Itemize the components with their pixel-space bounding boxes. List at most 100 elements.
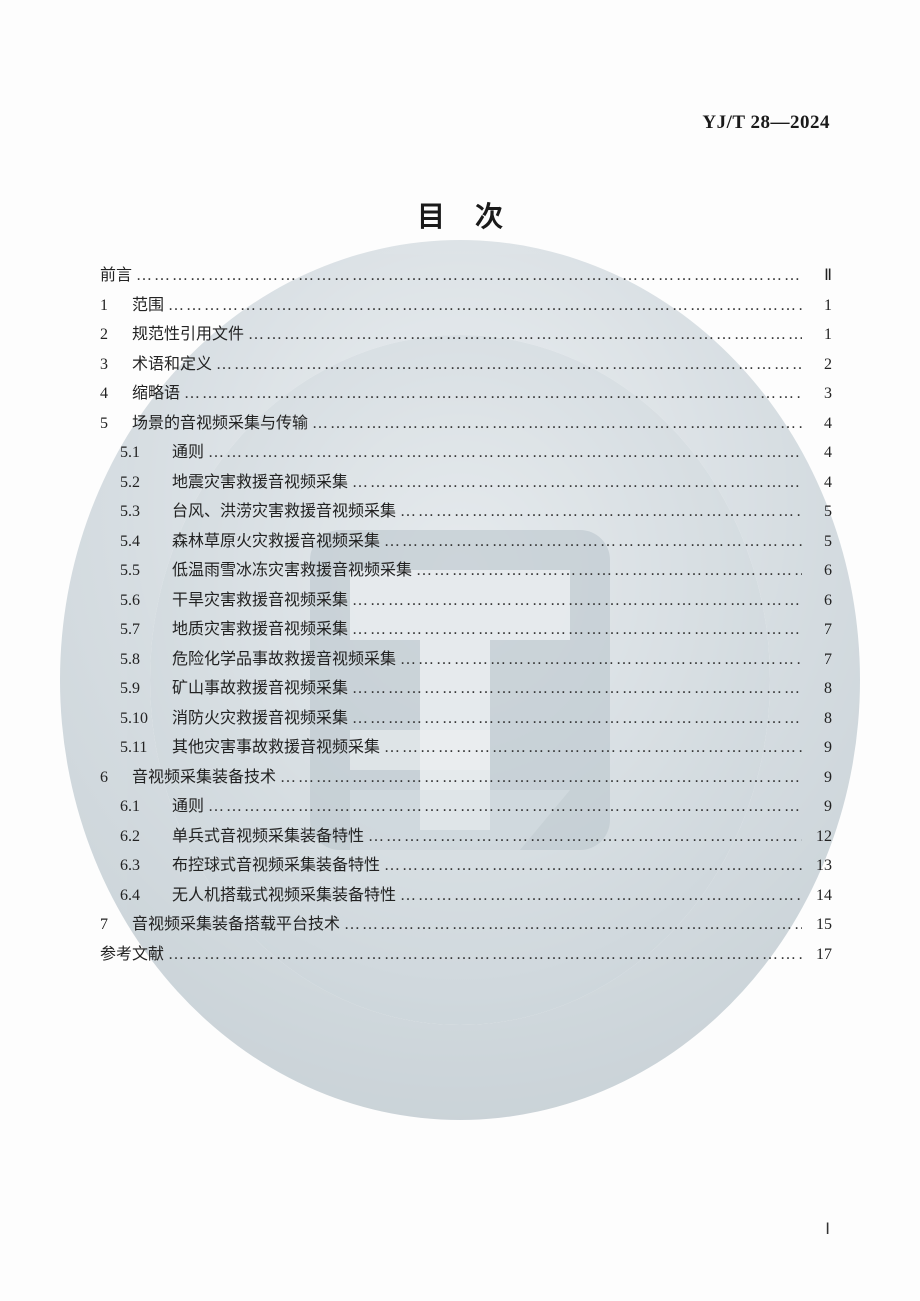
toc-entry-number: 5.9 — [120, 681, 172, 697]
toc-entry-number: 5.7 — [120, 622, 172, 638]
toc-entry: 6音视频采集装备技术 9 — [100, 770, 832, 788]
toc-leader-dots — [352, 622, 802, 638]
toc-entry-title: 通则 — [172, 445, 208, 461]
toc-leader-dots — [400, 652, 802, 668]
toc-entry-number: 5.3 — [120, 504, 172, 520]
toc-entry-page: 1 — [802, 327, 832, 343]
toc-entry-page: 3 — [802, 386, 832, 402]
toc-entry-page: 2 — [802, 357, 832, 373]
toc-entry: 6.1通则 9 — [100, 799, 832, 817]
toc-leader-dots — [384, 740, 802, 756]
toc-entry: 5.8危险化学品事故救援音视频采集7 — [100, 652, 832, 670]
toc-entry-title: 缩略语 — [132, 386, 184, 402]
toc-entry-page: 9 — [802, 770, 832, 786]
toc-entry-page: 13 — [802, 858, 832, 874]
standard-code: YJ/T 28—2024 — [702, 112, 830, 134]
toc-entry-title: 无人机搭载式视频采集装备特性 — [172, 888, 400, 904]
toc-entry-number: 5.6 — [120, 593, 172, 609]
toc-entry-number: 5 — [100, 416, 132, 432]
toc-entry-title: 布控球式音视频采集装备特性 — [172, 858, 384, 874]
toc-entry-title: 音视频采集装备技术 — [132, 770, 280, 786]
toc-entry-title: 前言 — [100, 268, 136, 284]
toc-entry-page: 9 — [802, 740, 832, 756]
toc-entry: 5.3台风、洪涝灾害救援音视频采集5 — [100, 504, 832, 522]
toc-entry: 5.9矿山事故救援音视频采集 8 — [100, 681, 832, 699]
toc-entry-number: 5.1 — [120, 445, 172, 461]
toc-entry: 4缩略语 3 — [100, 386, 832, 404]
toc-leader-dots — [352, 593, 802, 609]
toc-entry-number: 5.10 — [120, 711, 172, 727]
toc-entry-title: 参考文献 — [100, 947, 168, 963]
toc-entry-page: 4 — [802, 475, 832, 491]
toc-entry-number: 1 — [100, 298, 132, 314]
toc-entry-number: 6.3 — [120, 858, 172, 874]
table-of-contents: 前言Ⅱ1范围12规范性引用文件13术语和定义24缩略语35场景的音视频采集与传输… — [100, 268, 832, 976]
toc-entry-page: 15 — [802, 917, 832, 933]
toc-entry-page: 6 — [802, 563, 832, 579]
toc-entry: 5.4森林草原火灾救援音视频采集5 — [100, 534, 832, 552]
toc-entry: 5场景的音视频采集与传输 4 — [100, 416, 832, 434]
toc-leader-dots — [416, 563, 802, 579]
toc-entry-page: 12 — [802, 829, 832, 845]
toc-leader-dots — [384, 858, 802, 874]
toc-leader-dots — [312, 416, 802, 432]
toc-entry-page: 17 — [802, 947, 832, 963]
toc-entry: 参考文献 17 — [100, 947, 832, 965]
toc-entry: 前言Ⅱ — [100, 268, 832, 286]
toc-leader-dots — [352, 681, 802, 697]
toc-leader-dots — [168, 298, 802, 314]
toc-entry-title: 场景的音视频采集与传输 — [132, 416, 312, 432]
toc-entry-page: 4 — [802, 416, 832, 432]
toc-entry-title: 台风、洪涝灾害救援音视频采集 — [172, 504, 400, 520]
toc-leader-dots — [216, 357, 802, 373]
toc-leader-dots — [352, 475, 802, 491]
toc-entry-title: 规范性引用文件 — [132, 327, 248, 343]
toc-entry-number: 4 — [100, 386, 132, 402]
toc-entry: 5.6干旱灾害救援音视频采集6 — [100, 593, 832, 611]
toc-entry: 3术语和定义2 — [100, 357, 832, 375]
toc-entry-number: 6.1 — [120, 799, 172, 815]
toc-entry-title: 音视频采集装备搭载平台技术 — [132, 917, 344, 933]
toc-entry-page: 4 — [802, 445, 832, 461]
toc-entry-page: 9 — [802, 799, 832, 815]
toc-entry: 2规范性引用文件 1 — [100, 327, 832, 345]
toc-entry-page: 8 — [802, 681, 832, 697]
toc-entry-page: 7 — [802, 652, 832, 668]
toc-entry-title: 通则 — [172, 799, 208, 815]
toc-entry-title: 低温雨雪冰冻灾害救援音视频采集 — [172, 563, 416, 579]
toc-entry: 6.4无人机搭载式视频采集装备特性 14 — [100, 888, 832, 906]
toc-entry-title: 危险化学品事故救援音视频采集 — [172, 652, 400, 668]
toc-entry-title: 范围 — [132, 298, 168, 314]
toc-leader-dots — [208, 799, 802, 815]
toc-entry-title: 地震灾害救援音视频采集 — [172, 475, 352, 491]
toc-entry-number: 6.2 — [120, 829, 172, 845]
toc-entry-number: 5.5 — [120, 563, 172, 579]
toc-entry: 7音视频采集装备搭载平台技术15 — [100, 917, 832, 935]
toc-entry-title: 消防火灾救援音视频采集 — [172, 711, 352, 727]
document-page: YJ/T 28—2024 目次 前言Ⅱ1范围12规范性引用文件13术语和定义24… — [0, 0, 920, 1301]
toc-entry-page: 6 — [802, 593, 832, 609]
toc-entry-number: 5.2 — [120, 475, 172, 491]
toc-entry-title: 地质灾害救援音视频采集 — [172, 622, 352, 638]
toc-entry-number: 2 — [100, 327, 132, 343]
toc-entry: 5.2地震灾害救援音视频采集 4 — [100, 475, 832, 493]
toc-entry-number: 6 — [100, 770, 132, 786]
toc-entry: 5.7地质灾害救援音视频采集 7 — [100, 622, 832, 640]
toc-entry-number: 3 — [100, 357, 132, 373]
toc-leader-dots — [248, 327, 802, 343]
toc-entry-page: 8 — [802, 711, 832, 727]
toc-entry-title: 矿山事故救援音视频采集 — [172, 681, 352, 697]
toc-entry: 1范围1 — [100, 298, 832, 316]
toc-entry-number: 5.11 — [120, 740, 172, 756]
toc-title: 目次 — [0, 195, 920, 235]
toc-entry: 5.5低温雨雪冰冻灾害救援音视频采集 6 — [100, 563, 832, 581]
toc-leader-dots — [184, 386, 802, 402]
page-number: Ⅰ — [825, 1219, 830, 1239]
toc-leader-dots — [400, 504, 802, 520]
toc-entry: 5.1通则 4 — [100, 445, 832, 463]
toc-entry-number: 6.4 — [120, 888, 172, 904]
toc-entry-page: 7 — [802, 622, 832, 638]
toc-leader-dots — [352, 711, 802, 727]
toc-entry-page: 1 — [802, 298, 832, 314]
toc-entry-page: 14 — [802, 888, 832, 904]
